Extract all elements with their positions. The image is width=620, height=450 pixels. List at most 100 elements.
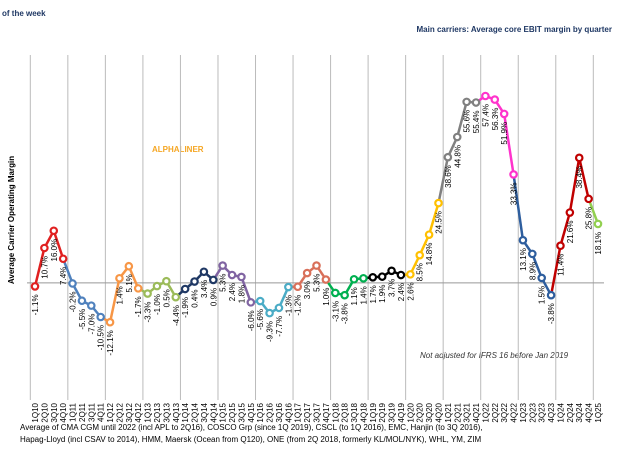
line-segment [33,247,46,287]
x-tick-label: 2Q17 [303,402,312,422]
value-label: 21.6% [566,221,575,244]
point [330,288,340,298]
point [499,109,509,119]
value-label: -3.8% [547,303,556,324]
point [152,281,162,291]
value-label: 1.5% [538,286,547,304]
x-tick-label: 3Q24 [575,402,584,422]
point [537,273,547,283]
point [415,250,425,260]
line-segment [52,230,65,260]
y-axis-label: Average Carrier Operating Margin [7,156,16,284]
value-label: 0.9% [209,288,218,306]
value-label: 18.1% [594,232,603,255]
x-tick-label: 4Q14 [209,402,218,422]
value-label: -4.4% [172,305,181,326]
x-tick-label: 4Q21 [472,402,481,422]
line-segment [512,174,525,241]
value-label: -1.2% [294,295,303,316]
point [30,282,40,291]
value-label: 5.3% [313,274,322,292]
value-label: -6.0% [247,310,256,331]
line-segment [456,101,468,138]
value-label: 10.7% [40,256,49,279]
x-tick-label: 4Q11 [97,402,106,422]
point [471,98,481,107]
x-tick-label: 3Q19 [388,402,397,422]
x-tick-label: 3Q14 [200,402,209,422]
point [162,276,171,286]
line-segment [108,278,121,323]
footnote: Hapag-Lloyd (incl CSAV to 2014), HMM, Ma… [20,435,482,444]
footnote: Average of CMA CGM until 2022 (incl APL … [20,423,483,432]
point [546,290,556,300]
value-label: -3.1% [331,301,340,322]
x-tick-label: 1Q16 [256,402,265,422]
value-label: 1.4% [115,286,124,304]
point [509,170,518,179]
x-tick-label: 4Q16 [284,402,293,422]
point [284,282,293,292]
value-label: 0.5% [162,289,171,307]
point [133,284,143,293]
value-label: -1.3% [284,295,293,316]
point [199,267,209,277]
x-tick-label: 4Q23 [547,402,556,422]
point [255,296,265,306]
x-tick-label: 1Q10 [31,402,40,422]
line-segment [531,253,543,279]
x-tick-label: 2Q16 [266,402,275,422]
x-tick-label: 3Q16 [275,402,284,422]
line-segment [61,258,74,284]
point [406,270,415,279]
point [565,208,575,217]
value-label: 5.3% [219,274,228,292]
point [265,308,274,318]
x-tick-label: 4Q10 [59,402,68,422]
value-label: 55.4% [472,111,481,134]
point [293,282,303,292]
point [190,277,199,286]
point [349,274,359,284]
x-tick-label: 1Q20 [406,402,415,422]
x-tick-label: 4Q24 [585,402,594,422]
point [171,292,181,302]
point [321,275,331,284]
point [518,235,528,245]
x-tick-label: 4Q17 [322,402,331,422]
value-label: 1.9% [378,285,387,303]
value-label: 14.8% [425,243,434,266]
point [302,268,312,278]
value-label: 3.0% [303,281,312,299]
point [462,97,471,107]
x-tick-label: 1Q15 [219,402,228,422]
x-tick-label: 1Q18 [331,402,340,422]
x-tick-label: 2Q22 [491,402,500,422]
point [387,266,396,276]
point [359,273,368,283]
value-label: 3.7% [388,279,397,297]
value-label: 1.8% [237,285,246,303]
x-tick-label: 3Q10 [50,402,59,422]
x-tick-label: 2Q24 [566,402,575,422]
x-tick-label: 4Q22 [510,402,519,422]
annotation: Not adjusted for IFRS 16 before Jan 2019 [420,351,569,360]
page-title: of the week [2,9,46,18]
x-tick-label: 4Q19 [397,402,406,422]
x-tick-label: 2Q18 [341,402,350,422]
point [574,153,584,163]
value-label: -1.9% [181,297,190,318]
point [208,275,218,285]
point [58,254,68,264]
value-label: 0.4% [191,290,200,308]
point [96,312,105,322]
value-label: 5.1% [125,274,134,292]
point [246,298,256,307]
x-tick-label: 4Q12 [134,402,143,422]
value-label: 11.4% [556,254,565,276]
point [49,226,59,236]
point [584,194,593,204]
x-tick-label: 2Q19 [378,402,387,422]
value-label: -5.5% [78,309,87,330]
